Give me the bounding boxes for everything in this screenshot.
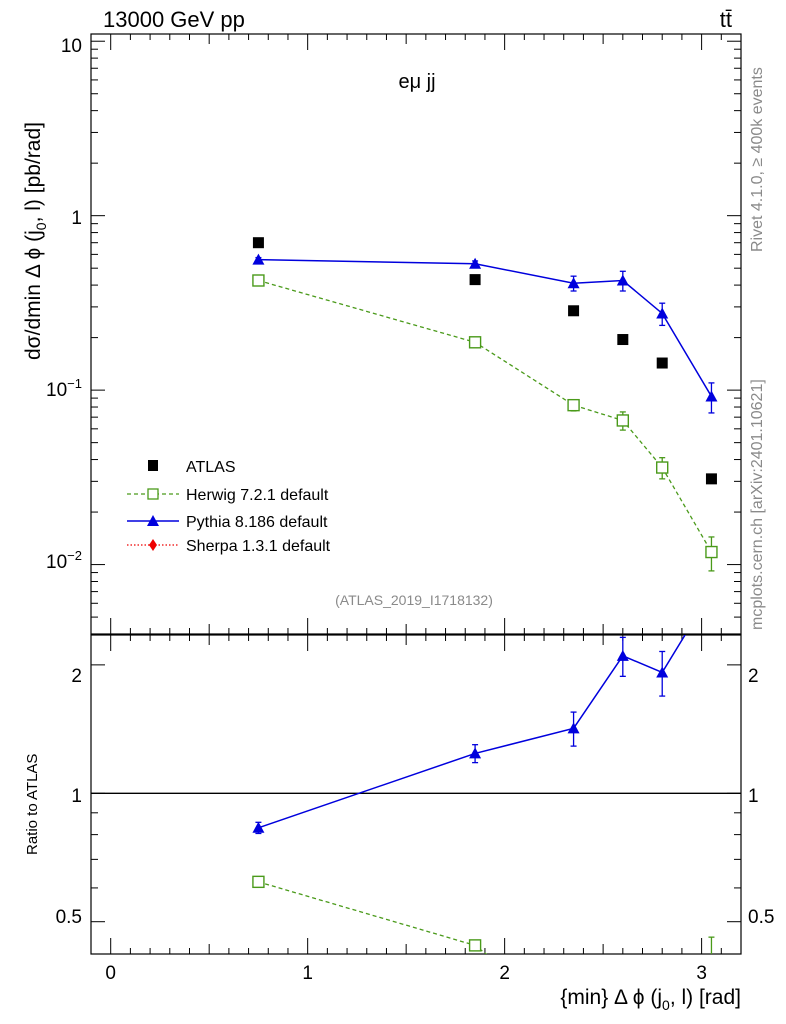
data-point-atlas (469, 274, 481, 286)
data-point-herwig (252, 274, 265, 287)
data-point-herwig (656, 461, 669, 474)
data-point-herwig (705, 545, 718, 559)
legend-label-herwig: Herwig 7.2.1 default (186, 487, 329, 504)
data-point-atlas (656, 357, 668, 369)
ratio-y-axis-title: Ratio to ATLAS (24, 754, 41, 855)
analysis-tag: (ATLAS_2019_I1718132) (335, 592, 493, 608)
main-y-axis-title: dσ/dmin Δ ϕ (j0, l) [pb/rad] (22, 122, 49, 360)
ratio-y-tick-label-0.5: 0.5 (56, 907, 82, 928)
data-point-pythia (616, 274, 629, 286)
ratio-point-herwig (706, 967, 717, 978)
ratio-plot-frame (90, 634, 742, 955)
rivet-version-label: Rivet 4.1.0, ≥ 400k events (749, 67, 766, 252)
main-x-axis-ticks (110, 34, 742, 634)
y-tick-label-10: 10 (61, 36, 82, 57)
data-point-herwig (567, 398, 580, 412)
y-tick-label-0.1: 10−1 (46, 376, 82, 401)
process-label: tt̄ (720, 7, 732, 32)
ratio-point-pythia (705, 586, 717, 597)
energy-label: 13000 GeV pp (103, 7, 245, 32)
ratio-point-pythia (567, 722, 580, 734)
data-point-atlas (617, 334, 629, 346)
ratio-point-pythia (656, 666, 669, 678)
y-tick-label-1: 1 (71, 208, 82, 229)
x-tick-label-1: 1 (302, 963, 313, 984)
ratio-point-herwig (252, 875, 265, 889)
data-point-pythia (567, 277, 580, 289)
x-tick-label-0: 0 (105, 963, 116, 984)
legend-marker-herwig (147, 488, 159, 500)
ratio-y-tick-label-2: 2 (71, 666, 82, 687)
ratio-point-pythia (252, 821, 265, 833)
data-point-atlas (705, 473, 717, 485)
ratio-x-axis-ticks (110, 635, 742, 954)
legend-marker-pythia (147, 515, 159, 526)
legend-marker-atlas (148, 460, 158, 471)
main-plot-frame (90, 33, 742, 635)
series-line-herwig (258, 279, 713, 553)
x-axis-title: {min} Δ ϕ (j0, l) [rad] (560, 986, 741, 1013)
mcplots-label: mcplots.cern.ch [arXiv:2401.10621] (749, 379, 766, 630)
ratio-point-pythia (469, 747, 482, 759)
data-point-pythia (705, 390, 718, 402)
plot-title: eμ jj (398, 71, 435, 93)
legend-marker-sherpa (149, 539, 157, 551)
x-tick-label-2: 2 (499, 963, 510, 984)
ratio-point-herwig (568, 1017, 579, 1024)
y-tick-label-0.01: 10−2 (46, 548, 82, 573)
data-point-pythia (469, 257, 482, 269)
ratio-y-tick-label-right-1: 1 (748, 786, 759, 807)
ratio-point-herwig (468, 939, 482, 952)
legend: ATLAS Herwig 7.2.1 default Pythia 8.186 … (127, 459, 331, 555)
main-y-axis-ticks (91, 40, 741, 635)
data-point-pythia (252, 253, 265, 265)
legend-label-sherpa: Sherpa 1.3.1 default (186, 538, 331, 555)
legend-label-pythia: Pythia 8.186 default (186, 514, 328, 531)
ratio-data-layer (91, 586, 741, 1024)
data-point-herwig (468, 336, 482, 349)
main-data-layer (252, 237, 718, 572)
x-tick-label-3: 3 (696, 963, 707, 984)
ratio-line-pythia (258, 635, 686, 829)
data-point-atlas (252, 237, 264, 249)
data-point-herwig (616, 414, 630, 427)
ratio-y-tick-label-1: 1 (71, 786, 82, 807)
series-line-pythia (258, 258, 713, 397)
legend-label-atlas: ATLAS (186, 459, 236, 476)
data-point-pythia (656, 307, 669, 319)
ratio-y-tick-label-right-0.5: 0.5 (748, 907, 774, 928)
ratio-y-tick-label-right-2: 2 (748, 666, 759, 687)
data-point-atlas (568, 305, 580, 317)
ratio-point-pythia (616, 649, 629, 661)
